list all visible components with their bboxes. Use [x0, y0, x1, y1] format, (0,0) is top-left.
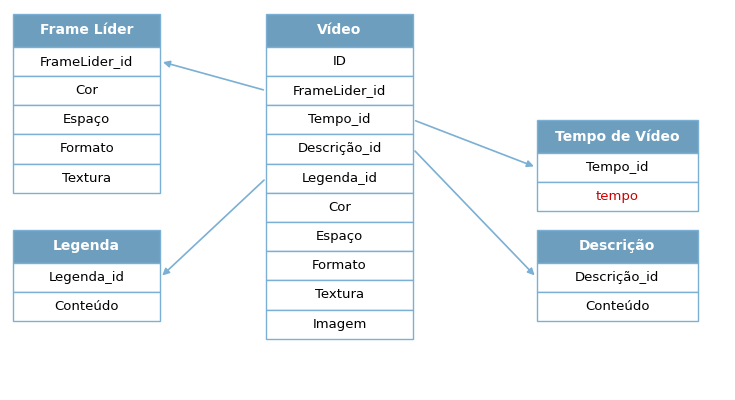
Text: Textura: Textura [62, 172, 111, 185]
Text: FrameLider_id: FrameLider_id [40, 55, 134, 68]
Text: Espaço: Espaço [316, 230, 363, 243]
Bar [266, 193, 413, 222]
Bar [537, 182, 698, 211]
Text: Conteúdo: Conteúdo [54, 300, 119, 313]
Text: Textura: Textura [315, 288, 364, 302]
Text: Espaço: Espaço [63, 113, 110, 126]
Text: Formato: Formato [60, 142, 114, 156]
Text: Cor: Cor [328, 201, 351, 214]
Bar [266, 280, 413, 310]
Text: Descrição: Descrição [579, 239, 656, 254]
Bar [266, 310, 413, 339]
Bar [13, 47, 160, 76]
Text: tempo: tempo [596, 190, 639, 203]
Bar [13, 14, 160, 47]
Bar [537, 120, 698, 153]
Bar [13, 164, 160, 193]
Text: Descrição_id: Descrição_id [576, 271, 659, 284]
Bar [266, 134, 413, 164]
Bar [13, 105, 160, 134]
Bar [266, 105, 413, 134]
Bar [266, 76, 413, 105]
Text: Vídeo: Vídeo [318, 24, 362, 38]
Text: Legenda_id: Legenda_id [49, 271, 125, 284]
Text: Tempo de Vídeo: Tempo de Vídeo [555, 129, 680, 144]
Bar [13, 230, 160, 263]
Text: Frame Líder: Frame Líder [40, 24, 134, 38]
Bar [13, 76, 160, 105]
Bar [537, 263, 698, 292]
Bar [537, 292, 698, 321]
Text: Imagem: Imagem [312, 318, 367, 331]
Text: Tempo_id: Tempo_id [586, 161, 649, 174]
Text: FrameLider_id: FrameLider_id [293, 84, 387, 97]
Bar [537, 230, 698, 263]
Text: Tempo_id: Tempo_id [308, 113, 371, 126]
Bar [537, 153, 698, 182]
Text: Formato: Formato [312, 259, 367, 272]
Text: ID: ID [333, 55, 346, 68]
Bar [13, 292, 160, 321]
Text: Conteúdo: Conteúdo [585, 300, 650, 313]
Bar [266, 222, 413, 251]
Text: Cor: Cor [75, 84, 98, 97]
Text: Legenda: Legenda [53, 239, 121, 254]
Bar [266, 251, 413, 280]
Bar [13, 263, 160, 292]
Bar [266, 14, 413, 47]
Text: Descrição_id: Descrição_id [298, 142, 381, 156]
Bar [13, 134, 160, 164]
Bar [266, 47, 413, 76]
Text: Legenda_id: Legenda_id [301, 172, 378, 185]
Bar [266, 164, 413, 193]
